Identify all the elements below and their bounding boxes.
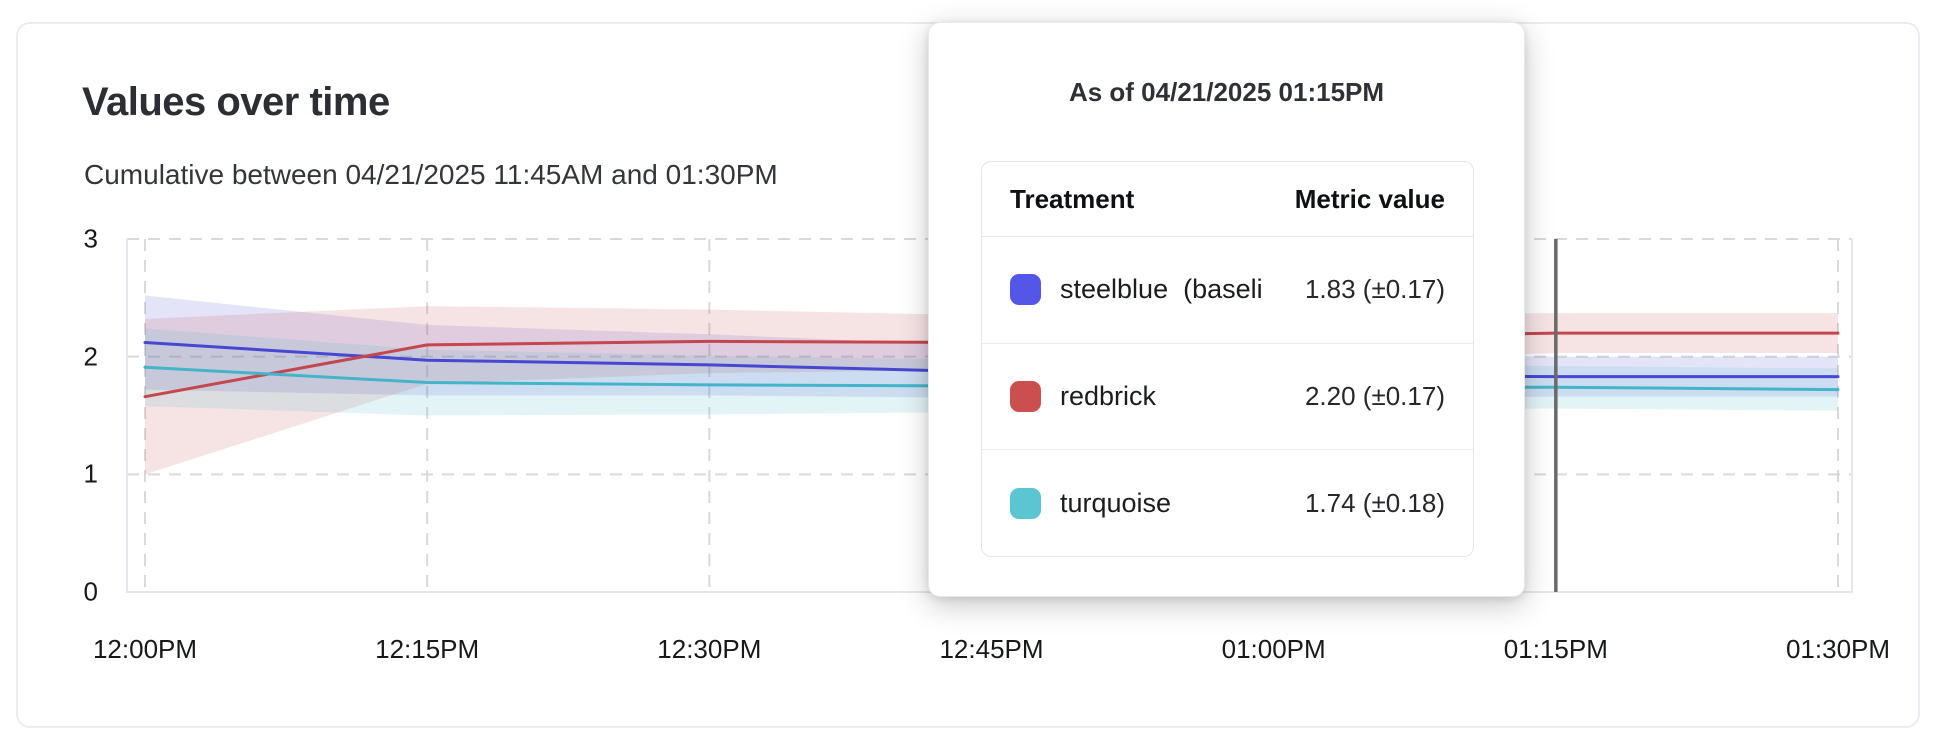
page-title: Values over time bbox=[82, 80, 390, 124]
tooltip-row-steelblue: steelblue (baseli 1.83 (±0.17) bbox=[982, 237, 1473, 344]
tooltip-row-turquoise: turquoise 1.74 (±0.18) bbox=[982, 450, 1473, 556]
treatment-label: steelblue (baseli bbox=[1060, 274, 1263, 305]
metric-value-column-header: Metric value bbox=[1294, 183, 1445, 214]
x-tick-label: 01:15PM bbox=[1503, 634, 1608, 664]
tooltip-timestamp: As of 04/21/2025 01:15PM bbox=[1068, 77, 1385, 107]
x-tick-label: 12:15PM bbox=[375, 634, 480, 664]
x-tick-label: 12:30PM bbox=[657, 634, 762, 664]
y-tick-label: 3 bbox=[83, 223, 98, 254]
treatment-label: redbrick bbox=[1060, 381, 1157, 411]
page-subtitle: Cumulative between 04/21/2025 11:45AM an… bbox=[84, 159, 778, 190]
y-tick-label: 1 bbox=[83, 458, 98, 489]
redbrick-swatch-icon bbox=[1010, 381, 1041, 412]
x-tick-label: 12:45PM bbox=[939, 634, 1044, 664]
hover-tooltip: As of 04/21/2025 01:15PM Treatment Metri… bbox=[928, 22, 1525, 597]
metric-value: 2.20 (±0.17) bbox=[1304, 381, 1445, 411]
steelblue-swatch-icon bbox=[1010, 274, 1041, 306]
y-tick-label: 0 bbox=[83, 576, 98, 607]
treatment-column-header: Treatment bbox=[1010, 183, 1135, 214]
y-tick-label: 2 bbox=[83, 341, 98, 372]
tooltip-table-header: Treatment Metric value bbox=[982, 162, 1473, 237]
tooltip-table: Treatment Metric value steelblue (baseli… bbox=[981, 161, 1474, 557]
metric-value: 1.74 (±0.18) bbox=[1304, 487, 1445, 518]
tooltip-row-redbrick: redbrick 2.20 (±0.17) bbox=[982, 344, 1473, 451]
x-tick-label: 01:00PM bbox=[1221, 634, 1326, 664]
x-tick-label: 01:30PM bbox=[1785, 634, 1891, 664]
metric-value: 1.83 (±0.17) bbox=[1304, 274, 1445, 305]
x-tick-label: 12:00PM bbox=[92, 634, 198, 664]
turquoise-swatch-icon bbox=[1010, 487, 1041, 519]
treatment-label: turquoise bbox=[1060, 487, 1172, 518]
